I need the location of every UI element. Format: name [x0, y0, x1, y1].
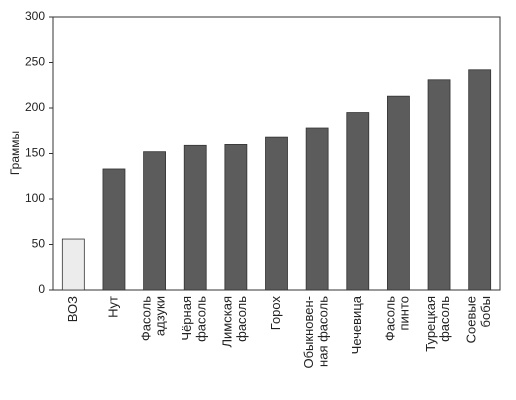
bar: [183, 144, 207, 291]
y-tick-label: 100: [25, 191, 45, 205]
y-tick-label: 200: [25, 100, 45, 114]
y-tick-label: 250: [25, 55, 45, 69]
bar: [346, 112, 370, 291]
y-tick-label: 50: [32, 237, 46, 251]
bar: [387, 95, 410, 291]
bar: [427, 79, 451, 291]
x-tick-label: Фасольадзуки: [139, 296, 168, 341]
x-tick-label: Турецкаяфасоль: [423, 296, 452, 352]
bar: [305, 127, 329, 291]
x-tick-label: Соевыебобы: [464, 296, 493, 343]
x-tick-label: Фасольпинто: [383, 296, 412, 341]
bar: [143, 151, 166, 291]
x-tick-label: Горох: [268, 296, 283, 331]
y-tick-label: 150: [25, 146, 45, 160]
x-tick-label: Нут: [105, 296, 120, 318]
x-tick-label: Обыкновен-ная фасоль: [301, 296, 330, 369]
y-tick-label: 300: [25, 9, 45, 23]
y-tick-label: 0: [38, 282, 45, 296]
bar: [61, 238, 85, 291]
y-axis-label: Граммы: [8, 131, 22, 175]
bar: [265, 136, 288, 291]
bar: [468, 69, 492, 291]
x-tick-label: Чёрнаяфасоль: [180, 296, 209, 342]
x-tick-label: ВОЗ: [65, 296, 80, 322]
bar: [224, 143, 248, 291]
x-tick-label: Чечевица: [349, 295, 364, 354]
bar: [102, 168, 126, 291]
x-tick-label: Лимскаяфасоль: [220, 296, 249, 348]
